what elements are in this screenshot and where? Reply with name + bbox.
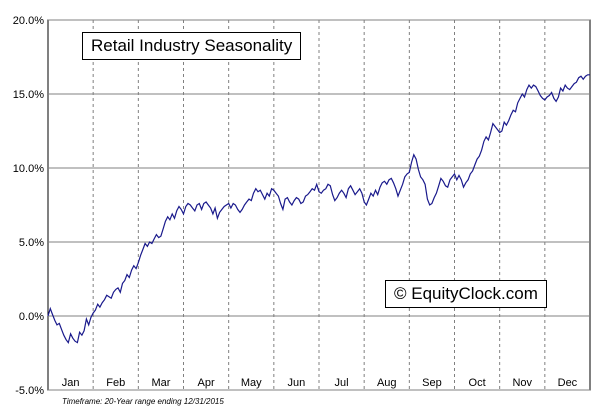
x-tick-label: May (241, 377, 262, 389)
x-tick-label: Apr (198, 377, 215, 389)
x-tick-label: Jun (288, 377, 306, 389)
x-tick-label: Feb (106, 377, 125, 389)
x-tick-label: Oct (469, 377, 486, 389)
chart-title: Retail Industry Seasonality (82, 32, 302, 60)
y-tick-label: 20.0% (13, 15, 44, 27)
x-tick-label: Aug (377, 377, 397, 389)
x-tick-label: Dec (558, 377, 578, 389)
watermark-text: EquityClock.com (411, 284, 538, 303)
watermark: © EquityClock.com (385, 280, 547, 308)
y-tick-label: 5.0% (19, 237, 44, 249)
x-tick-label: Sep (422, 377, 442, 389)
series-line (47, 74, 590, 344)
x-tick-label: Jan (62, 377, 80, 389)
x-tick-label: Jul (335, 377, 349, 389)
vertical-gridlines (92, 20, 546, 390)
y-axis-tick-labels: -5.0% 0.0% 5.0% 10.0% 15.0% 20.0% (13, 15, 44, 397)
y-tick-label: 10.0% (13, 163, 44, 175)
y-tick-label: 15.0% (13, 89, 44, 101)
x-tick-label: Mar (151, 377, 170, 389)
copyright-symbol: © (394, 284, 407, 303)
timeframe-footnote: Timeframe: 20-Year range ending 12/31/20… (62, 397, 224, 406)
x-tick-label: Nov (512, 377, 532, 389)
x-axis-tick-labels: Jan Feb Mar Apr May Jun Jul Aug Sep Oct Nov Dec (62, 377, 578, 389)
y-tick-label: -5.0% (15, 385, 44, 397)
y-tick-label: 0.0% (19, 311, 44, 323)
